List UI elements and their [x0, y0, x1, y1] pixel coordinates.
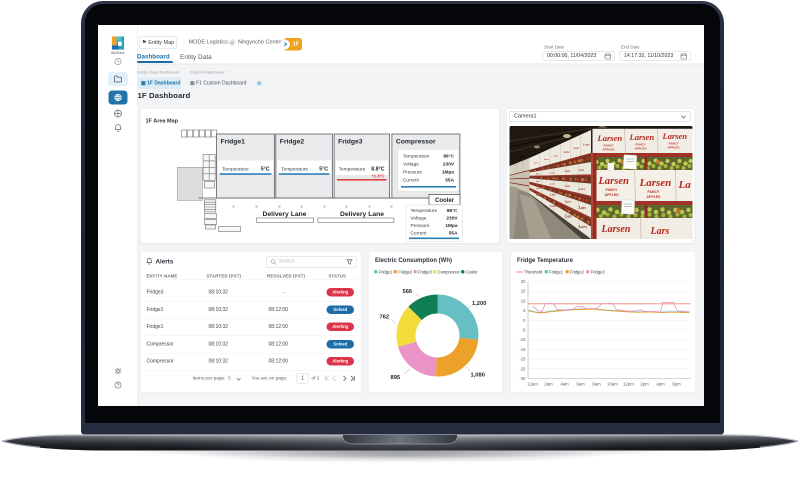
svg-text:Lars: Lars: [564, 184, 572, 188]
svg-text:15: 15: [521, 289, 526, 294]
svg-text:20: 20: [521, 279, 526, 284]
svg-text:-15: -15: [519, 347, 526, 352]
svg-text:8.8°C: 8.8°C: [371, 167, 384, 173]
svg-text:-25: -25: [519, 366, 526, 371]
svg-text:0: 0: [523, 318, 526, 323]
svg-text:230V: 230V: [443, 162, 455, 168]
svg-text:Lars: Lars: [564, 214, 573, 219]
svg-text:Delivery Lane: Delivery Lane: [263, 211, 307, 218]
svg-text:Delivery Lane: Delivery Lane: [340, 211, 384, 218]
svg-text:Lars: Lars: [535, 174, 540, 176]
svg-text:1,080: 1,080: [471, 373, 485, 379]
svg-text:Current: Current: [403, 178, 420, 184]
svg-text:762: 762: [380, 315, 390, 321]
svg-text:Temperature: Temperature: [403, 154, 430, 160]
svg-text:Cooler: Cooler: [435, 198, 455, 204]
svg-text:Lars: Lars: [549, 204, 557, 208]
svg-text:895: 895: [391, 375, 401, 381]
svg-text:Lars: Lars: [573, 146, 581, 150]
svg-text:Current: Current: [411, 231, 428, 237]
svg-text:55A: 55A: [449, 231, 458, 237]
svg-text:566: 566: [403, 289, 413, 295]
svg-text:APPLES: APPLES: [605, 193, 620, 197]
svg-text:Lars: Lars: [582, 143, 590, 147]
svg-text:APPLES: APPLES: [647, 195, 662, 199]
svg-text:4pm: 4pm: [656, 382, 665, 387]
svg-text:Lars: Lars: [535, 187, 541, 190]
svg-text:4am: 4am: [560, 382, 569, 387]
svg-text:1,200: 1,200: [472, 301, 486, 307]
svg-text:Pressure: Pressure: [411, 223, 430, 229]
svg-text:2am: 2am: [544, 382, 553, 387]
svg-text:5: 5: [523, 308, 526, 313]
svg-text:8am: 8am: [592, 382, 601, 387]
svg-text:-30: -30: [519, 376, 526, 381]
svg-text:FANCY: FANCY: [669, 142, 679, 146]
svg-text:5°C: 5°C: [261, 167, 270, 173]
svg-text:+1.8°C: +1.8°C: [371, 174, 384, 179]
svg-text:Lars: Lars: [535, 194, 541, 197]
svg-text:APPLES: APPLES: [668, 146, 680, 150]
svg-text:2pm: 2pm: [640, 382, 649, 387]
svg-text:Voltage: Voltage: [403, 162, 419, 168]
svg-text:Larsen: Larsen: [598, 176, 629, 187]
svg-text:Voltage: Voltage: [411, 216, 427, 222]
svg-text:55A: 55A: [445, 178, 454, 184]
svg-text:1Mpa: 1Mpa: [442, 170, 455, 176]
svg-text:12am: 12am: [527, 382, 538, 387]
svg-text:Lars: Lars: [564, 169, 572, 173]
svg-text:-10: -10: [519, 337, 526, 342]
svg-text:Fridge2: Fridge2: [280, 139, 305, 146]
svg-text:Temperature: Temperature: [411, 208, 438, 214]
svg-text:Larsen: Larsen: [601, 224, 631, 235]
svg-text:Lars: Lars: [578, 168, 586, 172]
svg-text:-20: -20: [519, 357, 526, 362]
svg-text:Larsen: Larsen: [662, 131, 688, 141]
svg-text:Lars: Lars: [578, 224, 588, 229]
svg-text:FANCY: FANCY: [648, 190, 661, 194]
svg-text:Lars: Lars: [553, 155, 559, 158]
svg-text:Lars: Lars: [563, 150, 571, 154]
svg-text:Lars: Lars: [578, 187, 586, 191]
svg-text:FANCY: FANCY: [636, 143, 646, 147]
svg-text:FANCY: FANCY: [604, 144, 614, 148]
svg-text:FANCY: FANCY: [606, 188, 619, 192]
svg-text:5°C: 5°C: [319, 167, 328, 173]
svg-text:Lars: Lars: [543, 158, 549, 161]
svg-text:Temperature: Temperature: [222, 167, 249, 173]
svg-text:Lars: Lars: [650, 226, 670, 237]
svg-text:Larsen: Larsen: [639, 177, 672, 189]
svg-text:86°C: 86°C: [447, 208, 458, 214]
svg-text:Lars: Lars: [533, 163, 538, 165]
svg-text:Lars: Lars: [578, 205, 587, 210]
svg-text:APPLES: APPLES: [603, 148, 615, 152]
svg-text:Lars: Lars: [549, 183, 555, 186]
svg-text:12pm: 12pm: [623, 382, 634, 387]
svg-text:10: 10: [521, 298, 526, 303]
svg-text:10am: 10am: [607, 382, 618, 387]
svg-text:Lars: Lars: [549, 193, 557, 197]
svg-text:Temperature: Temperature: [281, 167, 308, 173]
svg-text:Lars: Lars: [549, 172, 555, 175]
svg-text:La: La: [678, 179, 692, 191]
svg-text:Fridge3: Fridge3: [338, 139, 363, 146]
svg-text:86°C: 86°C: [443, 154, 454, 160]
svg-text:-5: -5: [522, 328, 526, 333]
svg-text:1Mpa: 1Mpa: [445, 223, 458, 229]
svg-text:Larsen: Larsen: [629, 132, 655, 142]
svg-text:6am: 6am: [576, 382, 585, 387]
svg-text:230V: 230V: [446, 216, 458, 222]
svg-text:6pm: 6pm: [672, 382, 681, 387]
svg-text:APPLES: APPLES: [635, 147, 647, 151]
svg-text:Lars: Lars: [564, 200, 572, 204]
svg-text:Pressure: Pressure: [403, 170, 422, 176]
svg-text:Larsen: Larsen: [597, 133, 623, 143]
svg-text:Fridge1: Fridge1: [221, 139, 246, 146]
svg-text:Lars: Lars: [535, 181, 540, 183]
svg-text:Temperature: Temperature: [339, 167, 366, 173]
svg-text:Compressor: Compressor: [396, 139, 436, 146]
